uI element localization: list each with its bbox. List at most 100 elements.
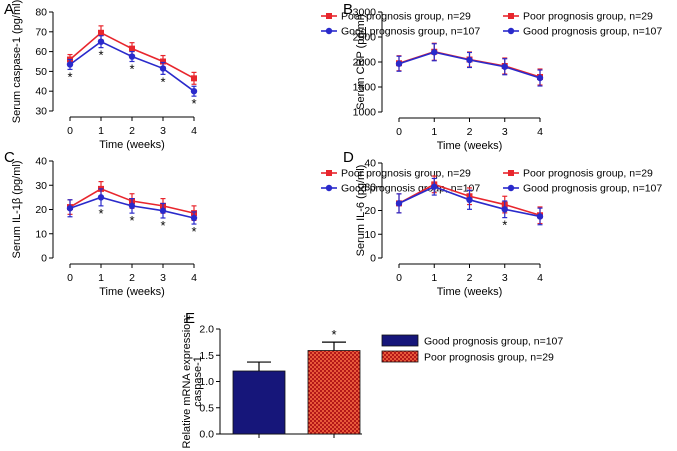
y-tick-label: 80: [35, 7, 47, 19]
x-tick-label: 1: [431, 126, 437, 138]
y-axis-title: Relative mRNA expression:: [181, 315, 193, 449]
data-point-square: [191, 75, 197, 82]
significance-star: *: [502, 218, 507, 233]
legend-label: Good prognosis group, n=107: [341, 26, 480, 38]
y-tick-label: 1000: [353, 107, 377, 119]
significance-star: *: [129, 213, 134, 228]
y-tick-label: 40: [35, 86, 47, 98]
legend-label: Poor prognosis group, n=29: [523, 11, 653, 23]
y-tick-label: 1500: [353, 82, 377, 94]
x-tick-label: 3: [502, 126, 508, 138]
x-tick-label: 1: [431, 272, 437, 284]
significance-star: *: [67, 69, 72, 84]
x-tick-label: 4: [537, 272, 543, 284]
data-point-circle: [466, 56, 473, 64]
data-point-square: [98, 29, 104, 36]
x-tick-label: 4: [191, 125, 197, 137]
significance-star: *: [98, 48, 103, 63]
y-tick-label: 40: [364, 158, 376, 170]
bar: [232, 370, 286, 435]
significance-star: *: [160, 74, 165, 89]
legend-swatch: [381, 350, 419, 363]
legend-marker-square: [326, 170, 332, 176]
legend-marker-circle: [507, 27, 515, 35]
legend-marker-square: [508, 13, 514, 19]
x-tick-label: 1: [98, 125, 104, 137]
x-tick-label: 0: [396, 126, 402, 138]
x-tick-label: 2: [467, 126, 473, 138]
data-point-circle: [395, 200, 403, 207]
data-point-circle: [431, 183, 438, 190]
x-tick-label: 2: [129, 125, 135, 137]
y-tick-label: 20: [35, 204, 47, 216]
legend-label: Poor prognosis group, n=29: [341, 168, 471, 180]
bar: [307, 350, 361, 435]
y-tick-label: 10: [364, 229, 376, 241]
legend-marker-circle: [325, 27, 333, 35]
data-point-circle: [431, 49, 438, 56]
panel-letter: D: [343, 149, 354, 166]
legend-label: Good prognosis group, n=107: [523, 26, 662, 38]
data-point-circle: [128, 53, 136, 60]
data-point-circle: [97, 38, 105, 45]
y-axis-title: Serum IL-1β (pg/ml): [11, 160, 23, 258]
panel-letter: C: [4, 149, 15, 166]
x-tick-label: 2: [129, 272, 135, 284]
legend-swatch: [381, 334, 419, 347]
panel-letter: B: [343, 1, 353, 18]
data-point-circle: [501, 206, 508, 213]
x-axis-title: Time (weeks): [99, 139, 165, 151]
data-point-circle: [190, 214, 198, 222]
legend-marker-square: [326, 13, 332, 19]
y-tick-label: 0.0: [199, 429, 214, 441]
y-tick-label: 0: [370, 253, 376, 265]
panel-letter: E: [185, 310, 195, 327]
y-axis-title: Serum caspase-1 (pg/ml): [11, 0, 23, 123]
legend-marker-square: [508, 170, 514, 176]
data-point-circle: [97, 194, 105, 201]
y-tick-label: 40: [35, 156, 47, 168]
y-tick-label: 60: [35, 46, 47, 58]
x-axis-title: Time (weeks): [99, 286, 165, 298]
significance-star: *: [191, 96, 196, 111]
significance-star: *: [160, 218, 165, 233]
y-tick-label: 2000: [353, 57, 377, 69]
y-axis-title: Serum IL-6 (pg/ml): [355, 165, 367, 257]
y-tick-label: 0: [41, 253, 47, 265]
legend-label: Poor prognosis group, n=29: [341, 11, 471, 23]
y-tick-label: 3000: [353, 7, 377, 19]
x-tick-label: 4: [191, 272, 197, 284]
panel-letter: A: [4, 1, 14, 18]
legend-label: Poor prognosis group, n=29: [424, 352, 554, 364]
x-tick-label: 4: [537, 126, 543, 138]
data-point-circle: [66, 61, 74, 68]
y-tick-label: 30: [364, 181, 376, 193]
panel-b-crp-chart: B 1000 1500 2000 2500 3000 0 1 2 3 4 Time (weeks) Se…: [343, 1, 662, 152]
data-point-circle: [190, 88, 198, 95]
significance-star: *: [331, 327, 336, 342]
legend-marker-circle: [507, 184, 515, 192]
y-tick-label: 30: [35, 106, 47, 118]
y-axis-title: caspase-1: [192, 356, 204, 407]
data-point-circle: [128, 202, 136, 210]
y-tick-label: 70: [35, 26, 47, 38]
data-point-circle: [159, 207, 167, 214]
data-point-circle: [159, 65, 167, 72]
x-tick-label: 0: [67, 125, 73, 137]
y-tick-label: 10: [35, 228, 47, 240]
y-tick-label: 2.0: [199, 324, 214, 336]
x-tick-label: 0: [396, 272, 402, 284]
legend-label: Poor prognosis group, n=29: [523, 168, 653, 180]
y-tick-label: 30: [35, 180, 47, 192]
data-point-circle: [536, 74, 544, 82]
data-point-circle: [466, 196, 473, 204]
y-axis-title: Serum CRP (pg/ml): [355, 14, 367, 110]
x-tick-label: 3: [502, 272, 508, 284]
panel-d-il6-chart: D 0 10 20 30 40 0 1 2 3 4 Time (weeks) Serum IL-6 (p…: [343, 149, 662, 298]
panel-a-caspase1-chart: A 30 40 50 60 70 80 0 1 2 3 4 Time (weeks) Serum casp…: [4, 0, 480, 151]
panel-e-mrna-bar-chart: E 0.0 0.5 1.0 1.5 2.0 Relative mRNA expression…: [181, 310, 563, 448]
y-tick-label: 20: [364, 205, 376, 217]
x-tick-label: 1: [98, 272, 104, 284]
